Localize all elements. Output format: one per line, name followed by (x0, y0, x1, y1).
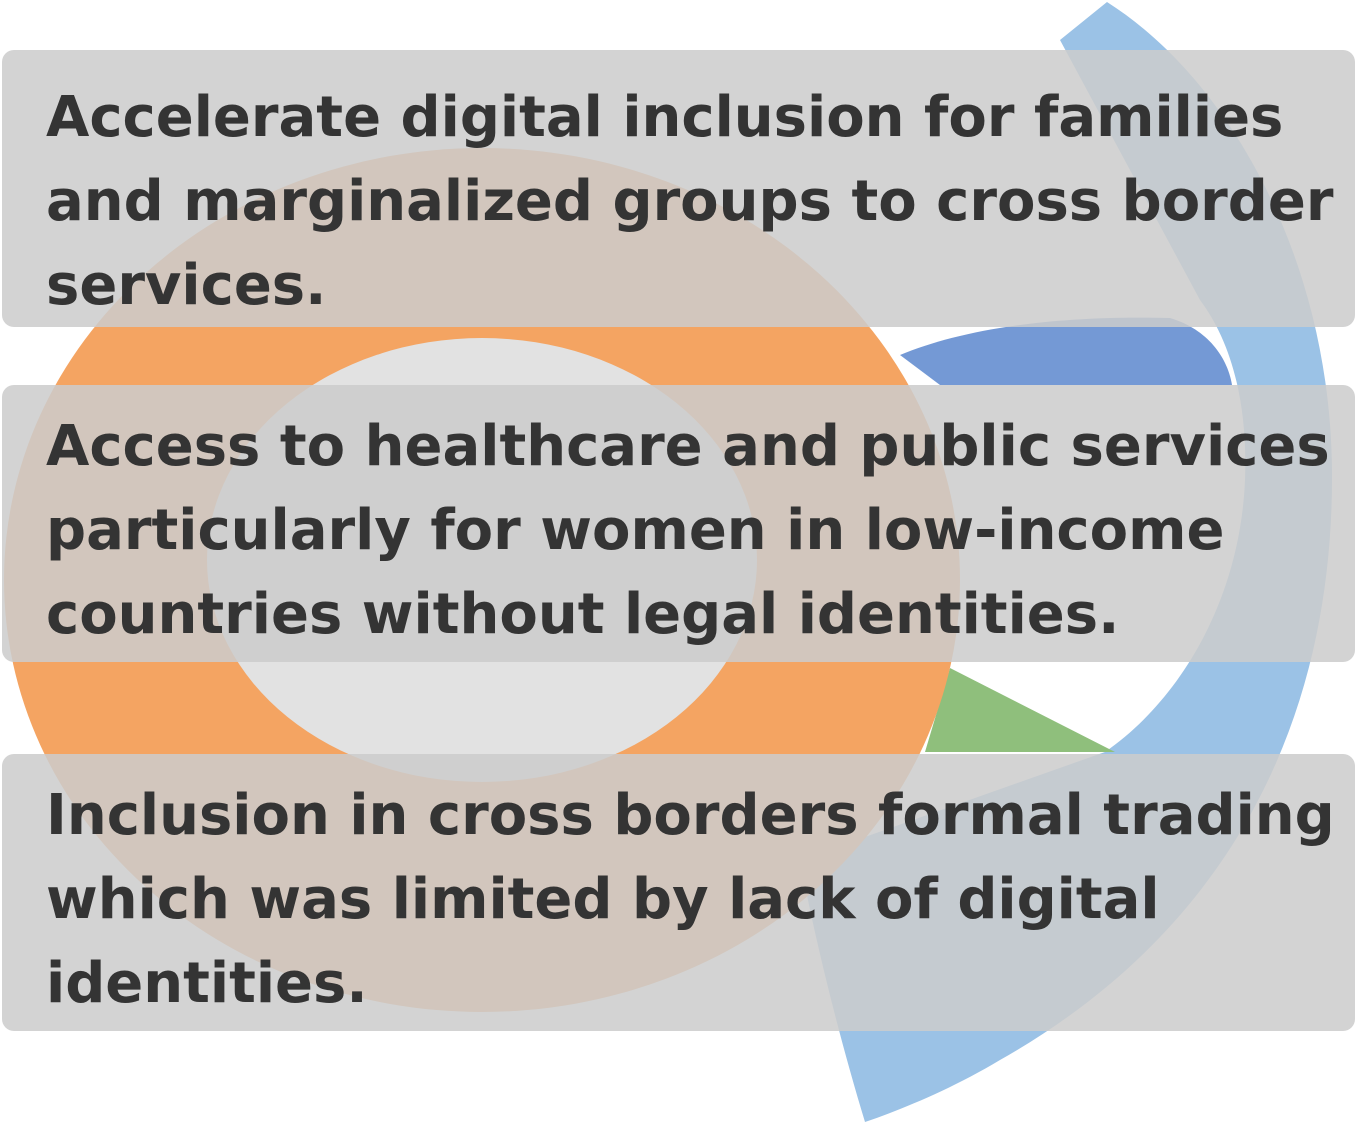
statement-text-1: Accelerate digital inclusion for familie… (46, 85, 1334, 318)
statement-card-3: Inclusion in cross borders formal tradin… (2, 754, 1355, 1031)
statement-text-2: Access to healthcare and public services… (46, 414, 1330, 647)
green-segment (925, 668, 1115, 752)
statement-text-3: Inclusion in cross borders formal tradin… (46, 783, 1335, 1016)
statement-card-2: Access to healthcare and public services… (2, 385, 1355, 662)
statement-card-1: Accelerate digital inclusion for familie… (2, 50, 1355, 327)
mid-blue-segment (900, 317, 1232, 385)
